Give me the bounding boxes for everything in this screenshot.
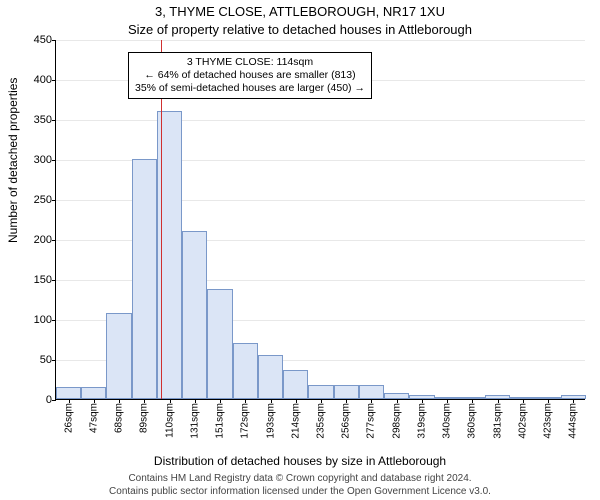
x-tick-label: 402sqm <box>517 403 528 439</box>
x-tick-label: 235sqm <box>316 403 327 439</box>
y-tick-label: 150 <box>34 274 52 286</box>
grid-line <box>56 40 585 41</box>
y-tick-label: 50 <box>40 354 52 366</box>
histogram-bar <box>56 387 81 399</box>
x-tick-label: 131sqm <box>189 403 200 439</box>
histogram-bar <box>233 343 258 399</box>
chart-title: 3, THYME CLOSE, ATTLEBOROUGH, NR17 1XU <box>0 4 600 19</box>
y-tick-mark <box>52 80 56 81</box>
y-tick-mark <box>52 360 56 361</box>
x-tick-label: 68sqm <box>114 403 125 433</box>
y-tick-label: 350 <box>34 114 52 126</box>
y-tick-mark <box>52 320 56 321</box>
histogram-bar <box>81 387 106 399</box>
x-tick-label: 381sqm <box>492 403 503 439</box>
y-tick-mark <box>52 160 56 161</box>
chart-container: 3, THYME CLOSE, ATTLEBOROUGH, NR17 1XU S… <box>0 0 600 500</box>
x-tick-label: 110sqm <box>164 403 175 438</box>
y-tick-mark <box>52 40 56 41</box>
y-tick-label: 400 <box>34 74 52 86</box>
y-tick-mark <box>52 240 56 241</box>
x-tick-label: 319sqm <box>416 403 427 439</box>
y-tick-label: 450 <box>34 34 52 46</box>
y-tick-mark <box>52 200 56 201</box>
x-tick-label: 423sqm <box>543 403 554 439</box>
y-tick-mark <box>52 120 56 121</box>
x-tick-label: 256sqm <box>341 403 352 439</box>
annotation-line: ← 64% of detached houses are smaller (81… <box>135 69 365 82</box>
histogram-bar <box>359 385 384 399</box>
x-axis-label: Distribution of detached houses by size … <box>0 454 600 468</box>
x-tick-label: 193sqm <box>265 403 276 439</box>
x-tick-label: 47sqm <box>88 403 99 433</box>
y-tick-mark <box>52 280 56 281</box>
y-tick-mark <box>52 400 56 401</box>
histogram-bar <box>258 355 283 399</box>
x-tick-label: 298sqm <box>391 403 402 439</box>
histogram-bar <box>207 289 232 399</box>
chart-subtitle: Size of property relative to detached ho… <box>0 22 600 37</box>
histogram-bar <box>106 313 131 399</box>
attribution-line-1: Contains HM Land Registry data © Crown c… <box>0 473 600 484</box>
y-tick-label: 300 <box>34 154 52 166</box>
y-tick-label: 100 <box>34 314 52 326</box>
x-tick-label: 340sqm <box>442 403 453 439</box>
attribution-line-2: Contains public sector information licen… <box>0 486 600 497</box>
x-tick-label: 172sqm <box>240 403 251 439</box>
x-tick-label: 151sqm <box>215 403 226 439</box>
x-tick-label: 277sqm <box>366 403 377 439</box>
annotation-line: 3 THYME CLOSE: 114sqm <box>135 56 365 69</box>
histogram-bar <box>283 370 308 399</box>
y-tick-label: 200 <box>34 234 52 246</box>
x-tick-label: 214sqm <box>290 403 301 439</box>
x-tick-label: 89sqm <box>139 403 150 433</box>
y-axis-label: Number of detached properties <box>6 78 20 243</box>
grid-line <box>56 120 585 121</box>
y-tick-label: 250 <box>34 194 52 206</box>
x-tick-label: 360sqm <box>467 403 478 439</box>
histogram-bar <box>334 385 359 399</box>
histogram-bar <box>132 159 157 399</box>
x-tick-label: 26sqm <box>63 403 74 433</box>
y-tick-label: 0 <box>46 394 52 406</box>
plot-area: 05010015020025030035040045026sqm47sqm68s… <box>55 40 585 400</box>
x-tick-label: 444sqm <box>568 403 579 439</box>
histogram-bar <box>182 231 207 399</box>
annotation-line: 35% of semi-detached houses are larger (… <box>135 82 365 95</box>
histogram-bar <box>308 385 333 399</box>
annotation-box: 3 THYME CLOSE: 114sqm← 64% of detached h… <box>128 52 372 99</box>
